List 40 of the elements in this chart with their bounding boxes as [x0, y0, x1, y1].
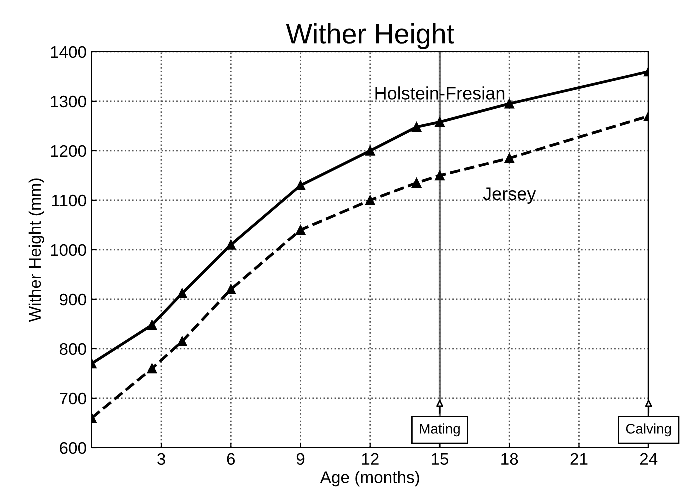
y-axis-title: Wither Height (mm) — [28, 178, 44, 322]
point — [412, 122, 422, 132]
x-tick-label: 21 — [570, 453, 588, 465]
chart-title: Wither Height — [286, 24, 454, 50]
x-tick-label: 6 — [227, 453, 236, 466]
y-tick-label: 1400 — [51, 46, 86, 58]
x-tick-label: 3 — [158, 453, 166, 466]
x-tick-label: 12 — [362, 453, 379, 465]
y-tick-label: 800 — [60, 343, 86, 356]
x-axis-title: Age (months) — [320, 471, 420, 487]
point — [504, 154, 514, 164]
point — [504, 99, 514, 109]
point — [178, 288, 188, 298]
point — [226, 284, 236, 294]
x-tick-label: 24 — [640, 453, 658, 465]
ref-line-label: Calving — [626, 424, 672, 437]
point — [178, 336, 188, 346]
point — [296, 180, 306, 190]
y-tick-label: 1200 — [51, 145, 86, 158]
point — [147, 320, 158, 330]
y-tick-label: 1000 — [51, 244, 86, 256]
y-tick-label: 1300 — [51, 96, 86, 108]
x-tick-label: 15 — [432, 453, 449, 466]
point — [366, 146, 376, 156]
series-label: Holstein-Fresian — [376, 86, 505, 100]
point — [296, 225, 306, 236]
y-tick-label: 900 — [60, 294, 86, 306]
point — [366, 196, 376, 206]
point — [435, 117, 445, 128]
point — [147, 364, 158, 374]
y-tick-label: 700 — [60, 392, 86, 405]
point — [435, 170, 445, 181]
ref-line-label: Mating — [420, 424, 460, 437]
point — [226, 240, 236, 250]
series-label: Jersey — [483, 188, 536, 204]
point — [412, 178, 422, 188]
y-tick-label: 600 — [60, 442, 86, 454]
y-tick-label: 1100 — [52, 194, 86, 207]
x-tick-label: 9 — [296, 453, 305, 466]
x-tick-label: 18 — [502, 453, 518, 466]
